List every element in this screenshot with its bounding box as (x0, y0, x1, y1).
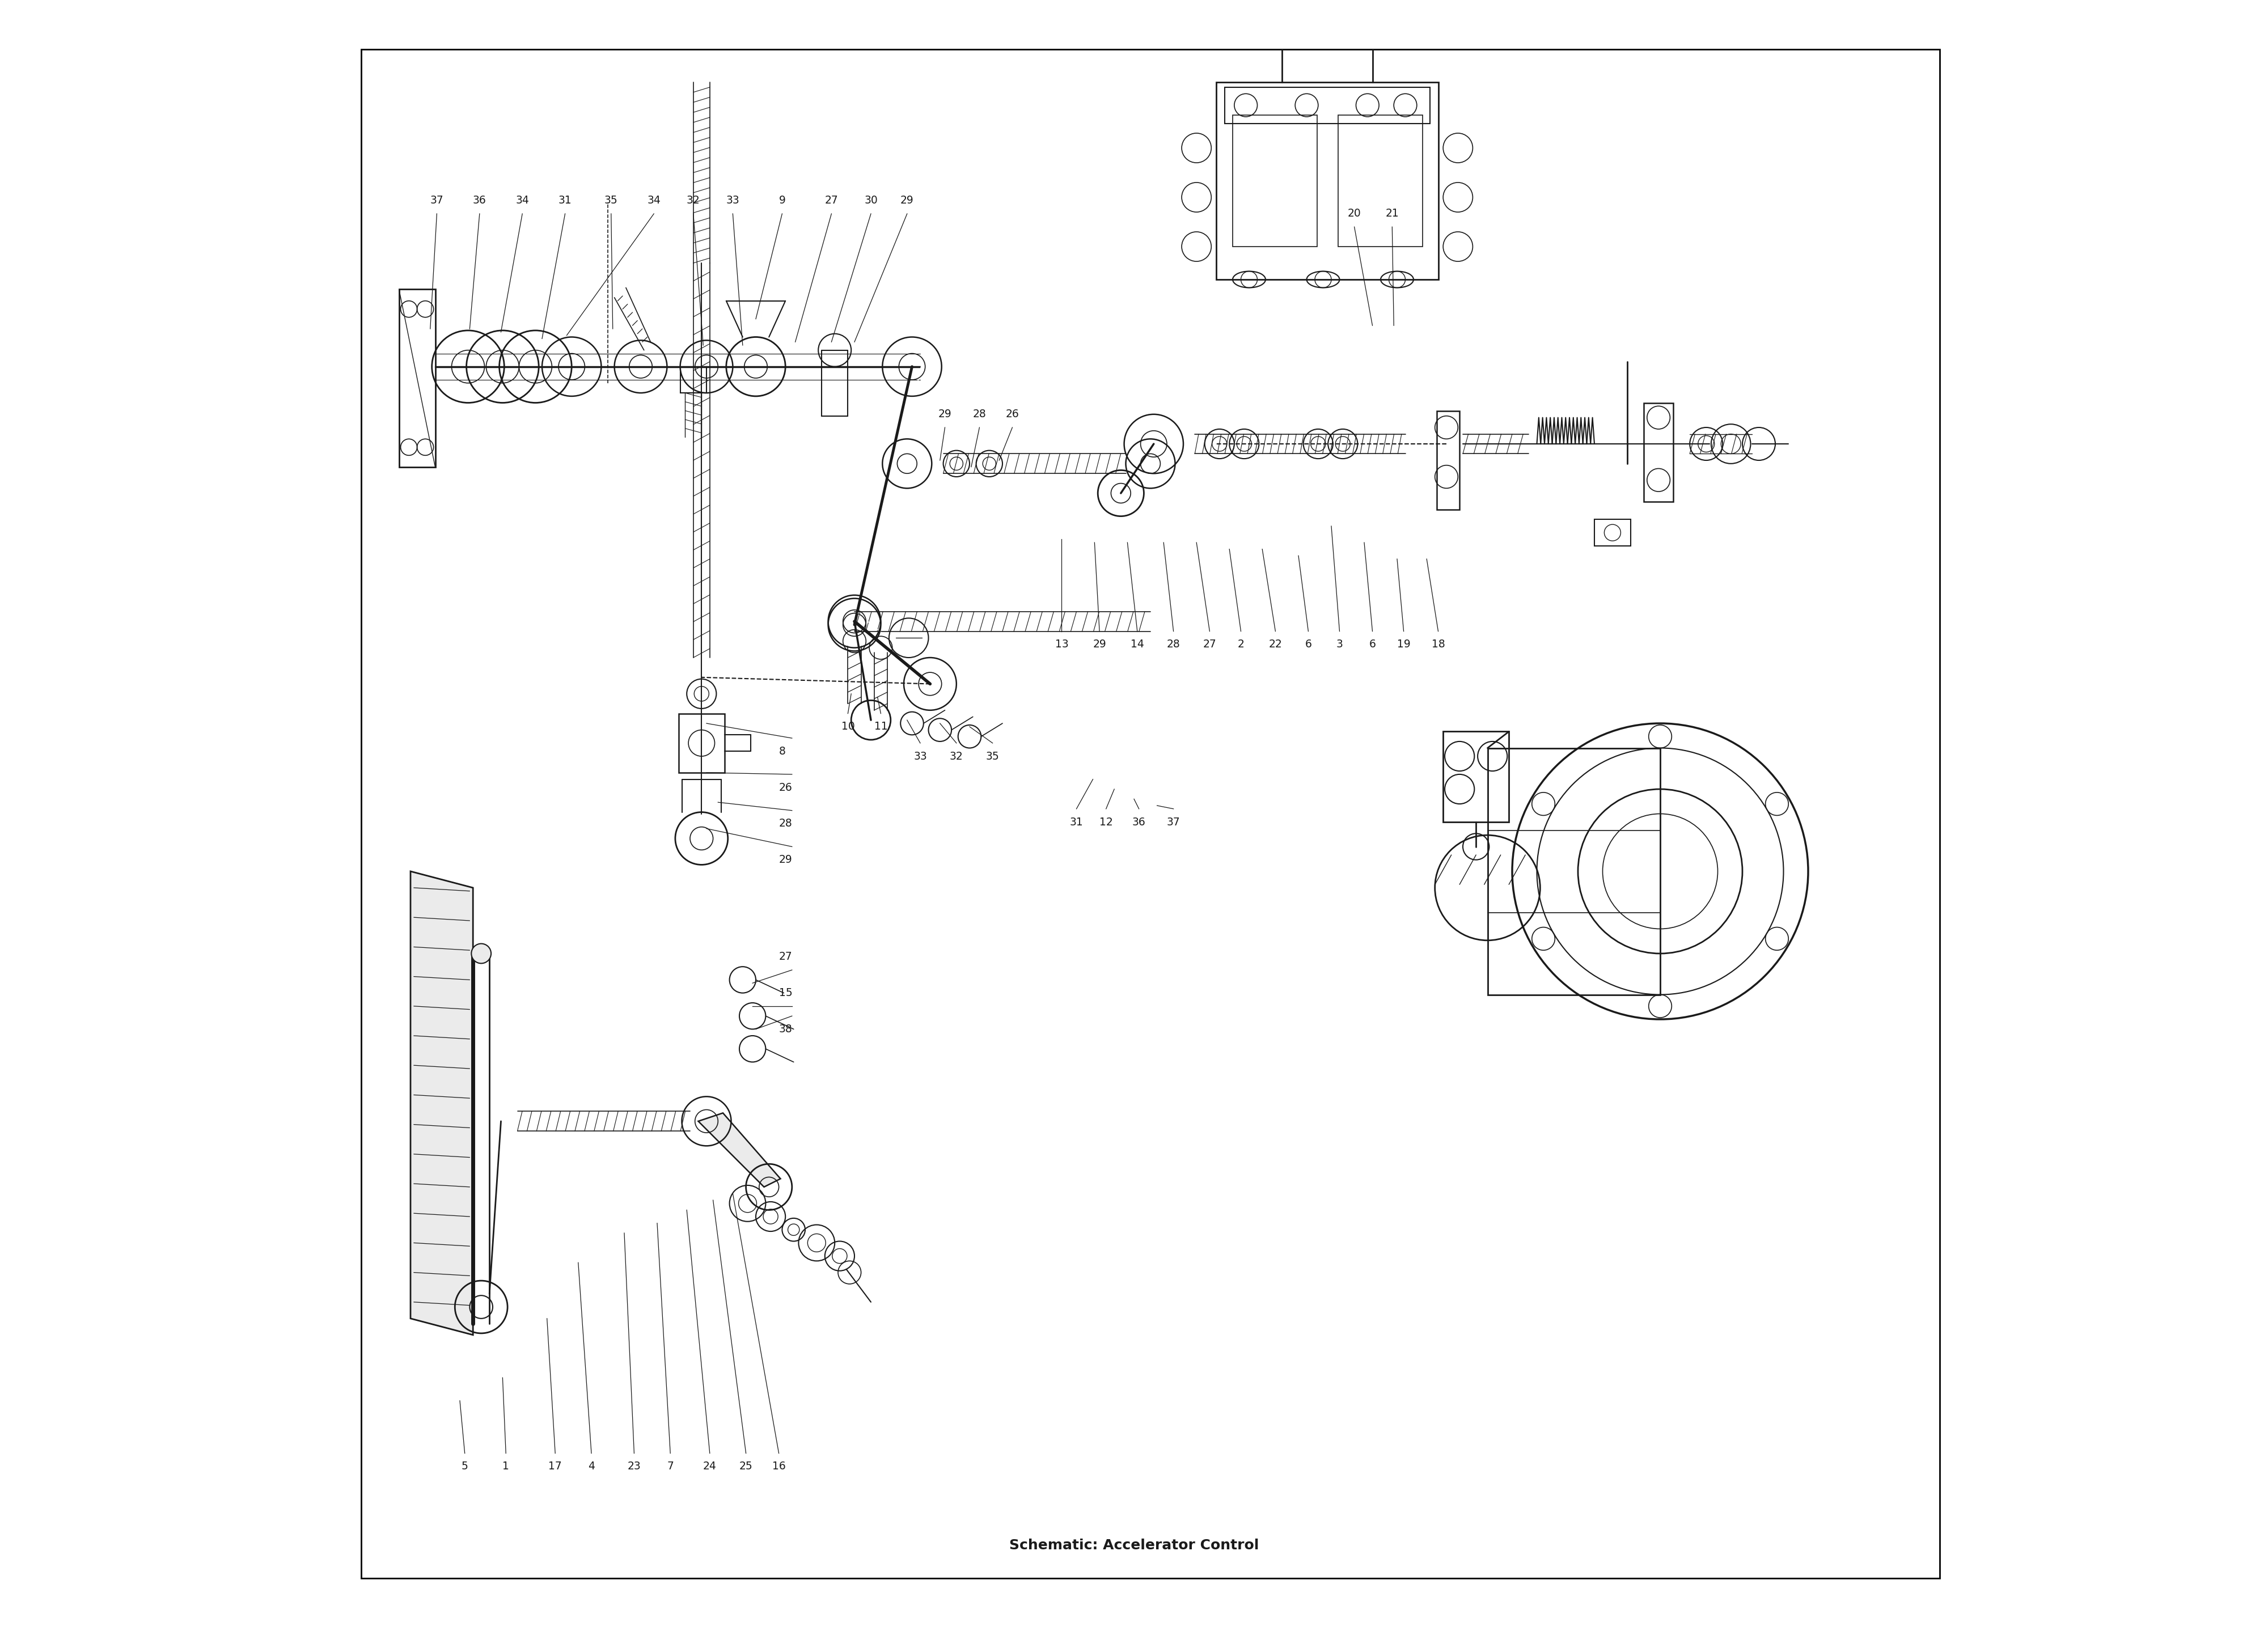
Text: 4: 4 (587, 1462, 594, 1471)
Text: 15: 15 (778, 988, 792, 998)
Text: 6: 6 (1304, 640, 1311, 649)
Text: 29: 29 (1093, 640, 1107, 649)
Text: 14: 14 (1129, 640, 1143, 649)
Text: 32: 32 (687, 196, 701, 205)
Polygon shape (411, 871, 474, 1335)
Bar (680, 367, 705, 393)
Text: 27: 27 (826, 196, 839, 205)
Text: 18: 18 (1431, 640, 1445, 649)
Text: 29: 29 (778, 855, 792, 865)
Polygon shape (699, 1113, 780, 1187)
Text: 6: 6 (1370, 640, 1377, 649)
Text: 35: 35 (603, 196, 617, 205)
Text: 16: 16 (771, 1462, 785, 1471)
Text: 3: 3 (1336, 640, 1343, 649)
Text: 27: 27 (1202, 640, 1216, 649)
Text: 36: 36 (1132, 817, 1145, 827)
Bar (1644, 403, 1674, 501)
Text: 23: 23 (628, 1462, 642, 1471)
Bar (1594, 520, 1631, 546)
Text: 31: 31 (1070, 817, 1084, 827)
Text: 37: 37 (1166, 817, 1179, 827)
Text: 5: 5 (460, 1462, 467, 1471)
Text: 38: 38 (778, 1024, 792, 1034)
Text: 34: 34 (646, 196, 660, 205)
Text: 26: 26 (1005, 409, 1018, 419)
Text: 33: 33 (914, 751, 928, 761)
Text: 28: 28 (1166, 640, 1179, 649)
Text: 33: 33 (726, 196, 739, 205)
Text: 19: 19 (1397, 640, 1411, 649)
Text: 8: 8 (778, 746, 785, 756)
Text: 2: 2 (1238, 640, 1245, 649)
Text: 29: 29 (939, 409, 953, 419)
Text: 1: 1 (503, 1462, 510, 1471)
Text: 11: 11 (873, 722, 887, 732)
Bar (1225, 87, 1431, 123)
Text: 20: 20 (1347, 209, 1361, 219)
Text: 32: 32 (950, 751, 964, 761)
Text: 9: 9 (778, 196, 785, 205)
Text: 34: 34 (515, 196, 528, 205)
Text: 29: 29 (900, 196, 914, 205)
Text: 7: 7 (667, 1462, 674, 1471)
Text: 12: 12 (1100, 817, 1114, 827)
Text: 36: 36 (472, 196, 485, 205)
Circle shape (472, 944, 492, 963)
Text: 30: 30 (864, 196, 878, 205)
Text: 13: 13 (1055, 640, 1068, 649)
Text: 35: 35 (987, 751, 1000, 761)
Text: 27: 27 (778, 952, 792, 962)
Bar (1442, 732, 1508, 822)
Text: Schematic: Accelerator Control: Schematic: Accelerator Control (1009, 1539, 1259, 1552)
Bar (1338, 115, 1422, 247)
Text: 26: 26 (778, 783, 792, 792)
Text: 28: 28 (973, 409, 987, 419)
Text: 24: 24 (703, 1462, 717, 1471)
Text: 37: 37 (431, 196, 445, 205)
Bar (1234, 115, 1318, 247)
Text: 10: 10 (841, 722, 855, 732)
Bar (399, 289, 435, 467)
Text: 25: 25 (739, 1462, 753, 1471)
Bar (1216, 82, 1438, 279)
Text: 22: 22 (1268, 640, 1281, 649)
Bar (1488, 748, 1660, 995)
Text: 31: 31 (558, 196, 572, 205)
Text: 21: 21 (1386, 209, 1399, 219)
Bar (1436, 411, 1461, 510)
Text: 28: 28 (778, 819, 792, 829)
Text: 17: 17 (549, 1462, 562, 1471)
Bar (678, 713, 723, 773)
